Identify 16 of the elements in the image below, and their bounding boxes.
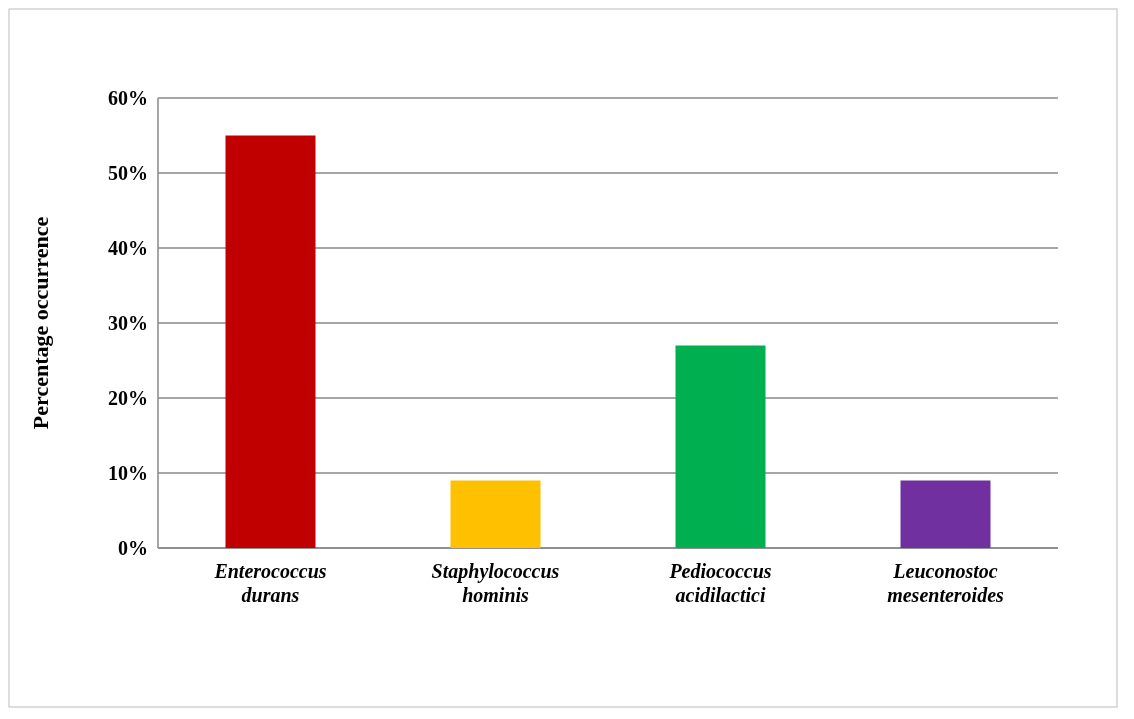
bar xyxy=(450,480,541,548)
y-tick-label: 10% xyxy=(108,462,148,484)
y-tick-label: 40% xyxy=(108,237,148,259)
y-tick-label: 60% xyxy=(108,87,148,109)
bar xyxy=(225,135,316,548)
y-tick-label: 30% xyxy=(108,312,148,334)
bar xyxy=(675,345,766,548)
bar xyxy=(900,480,991,548)
y-tick-label: 20% xyxy=(108,387,148,409)
x-tick-label: Staphylococcus hominis xyxy=(431,560,560,606)
x-tick-label: Pediococcus acidilactici xyxy=(668,560,772,606)
y-tick-label: 50% xyxy=(108,162,148,184)
y-tick-label: 0% xyxy=(118,537,148,559)
x-tick-label: Leuconostoc mesenteroides xyxy=(887,560,1005,606)
y-axis-title: Percentage occurrence xyxy=(28,216,53,430)
x-tick-label: Enterococcus durans xyxy=(213,560,327,606)
